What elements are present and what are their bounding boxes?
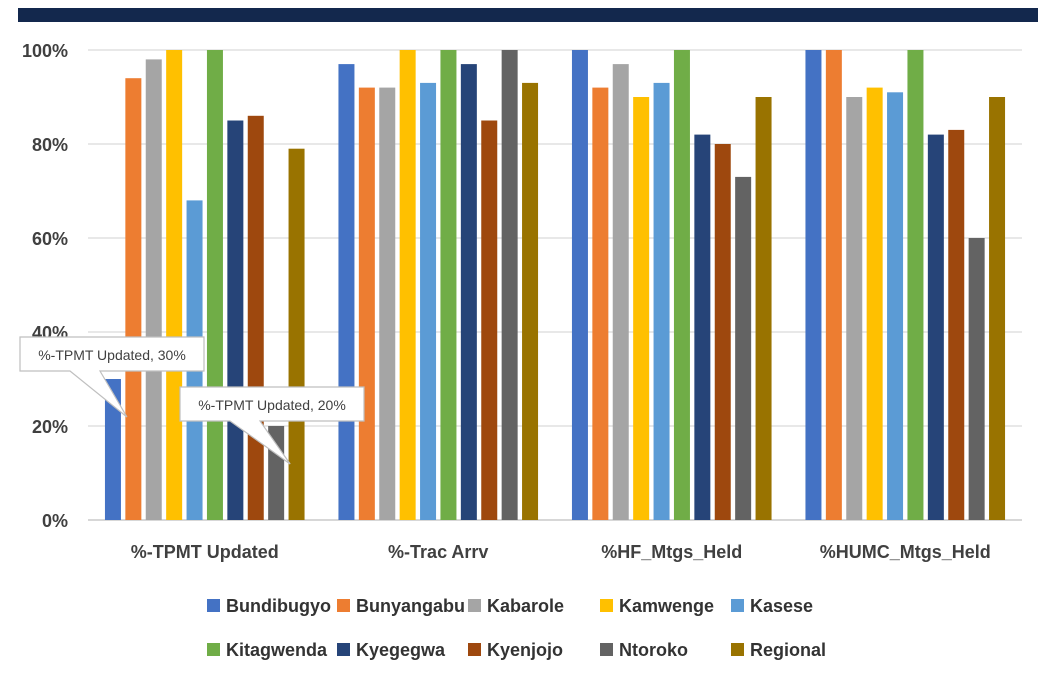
callout-box (179, 386, 365, 465)
bar-bundibugyo (338, 64, 355, 520)
legend-label: Bunyangabu (356, 596, 465, 616)
bar-regional (989, 97, 1006, 520)
bars (104, 50, 1006, 521)
legend-swatch-kabarole (468, 599, 481, 612)
bar-kitagwenda (440, 50, 457, 520)
callout-box (19, 336, 205, 418)
callout-label: %-TPMT Updated, 30% (38, 347, 186, 363)
legend-swatch-kasese (731, 599, 744, 612)
bar-regional (755, 97, 772, 520)
bar-kitagwenda (206, 50, 223, 520)
bar-kamwenge (866, 87, 883, 520)
bar-kitagwenda (907, 50, 924, 520)
bar-kasese (420, 82, 437, 521)
legend-label: Kitagwenda (226, 640, 328, 660)
bar-kamwenge (166, 50, 183, 520)
bar-kyenjojo (714, 144, 731, 520)
bar-kasese (887, 92, 904, 521)
bar-ntoroko (501, 50, 518, 520)
legend-swatch-kamwenge (600, 599, 613, 612)
bar-kyenjojo (481, 120, 498, 520)
bar-regional (288, 148, 305, 520)
x-tick-label: %HF_Mtgs_Held (601, 542, 742, 562)
bar-kyenjojo (247, 115, 264, 521)
legend-swatch-bunyangabu (337, 599, 350, 612)
bar-kabarole (145, 59, 162, 521)
legend-swatch-kyegegwa (337, 643, 350, 656)
bar-kyegegwa (227, 120, 244, 520)
bar-bundibugyo (805, 50, 822, 520)
x-axis-ticks: %-TPMT Updated %-Trac Arrv %HF_Mtgs_Held %H… (131, 542, 991, 562)
bar-kabarole (379, 87, 396, 520)
bar-bunyangabu (825, 50, 842, 520)
bar-kasese (653, 82, 670, 521)
legend-label: Kyegegwa (356, 640, 446, 660)
y-tick-label: 100% (22, 41, 68, 61)
y-tick-label: 0% (42, 511, 68, 531)
x-tick-label: %-TPMT Updated (131, 542, 279, 562)
legend-label: Kyenjojo (487, 640, 563, 660)
callouts: %-TPMT Updated, 30% %-TPMT Updated, 20% (19, 336, 365, 465)
y-tick-label: 20% (32, 417, 68, 437)
legend-swatch-ntoroko (600, 643, 613, 656)
legend-swatch-regional (731, 643, 744, 656)
legend-swatch-kitagwenda (207, 643, 220, 656)
x-tick-label: %HUMC_Mtgs_Held (820, 542, 991, 562)
bar-kabarole (846, 97, 863, 520)
bar-ntoroko (968, 238, 985, 520)
bar-bunyangabu (358, 87, 375, 520)
bar-bundibugyo (104, 379, 121, 520)
bar-kyenjojo (948, 129, 965, 520)
legend: Bundibugyo Bunyangabu Kabarole Kamwenge Kase… (207, 596, 826, 660)
legend-swatch-bundibugyo (207, 599, 220, 612)
header-bar (18, 8, 1038, 22)
bar-bunyangabu (592, 87, 609, 520)
bar-kyegegwa (927, 134, 944, 520)
legend-label: Kabarole (487, 596, 564, 616)
bar-kyegegwa (694, 134, 711, 520)
bar-bunyangabu (125, 78, 142, 520)
bar-regional (522, 82, 539, 521)
callout-label: %-TPMT Updated, 20% (198, 397, 346, 413)
bar-kyegegwa (460, 64, 477, 520)
legend-label: Ntoroko (619, 640, 688, 660)
bar-kamwenge (399, 50, 416, 520)
bar-kamwenge (633, 97, 650, 520)
gridlines (88, 49, 1022, 521)
bar-bundibugyo (571, 50, 588, 520)
bar-kitagwenda (673, 50, 690, 520)
legend-label: Regional (750, 640, 826, 660)
bar-kabarole (612, 64, 629, 520)
x-tick-label: %-Trac Arrv (388, 542, 488, 562)
legend-swatch-kyenjojo (468, 643, 481, 656)
y-tick-label: 60% (32, 229, 68, 249)
y-axis-ticks: 0%20%40%60%80%100% (22, 41, 68, 531)
legend-label: Bundibugyo (226, 596, 331, 616)
legend-label: Kamwenge (619, 596, 714, 616)
y-tick-label: 80% (32, 135, 68, 155)
legend-label: Kasese (750, 596, 813, 616)
bar-ntoroko (735, 176, 752, 520)
